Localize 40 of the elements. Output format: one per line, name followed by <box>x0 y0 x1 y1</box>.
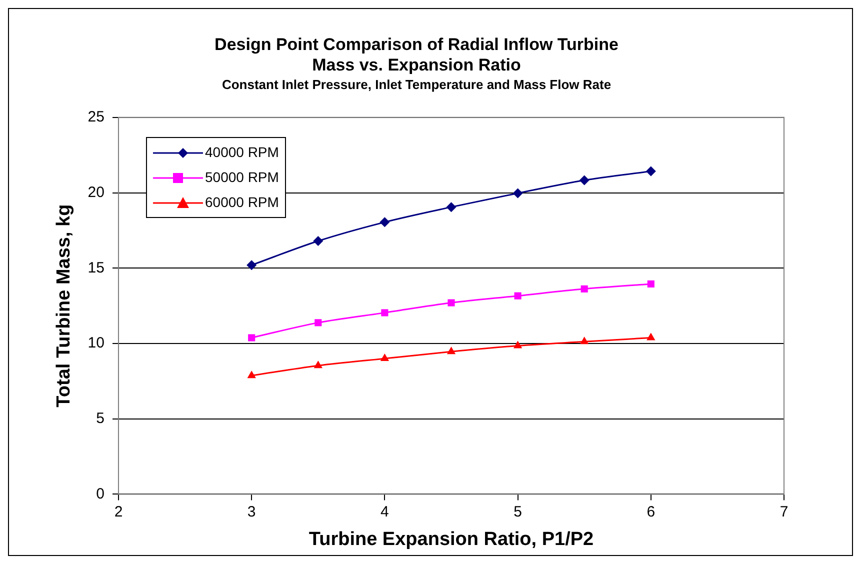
point <box>246 260 257 270</box>
x-axis-title: Turbine Expansion Ratio, P1/P2 <box>308 528 594 550</box>
point <box>513 340 522 348</box>
point <box>380 354 390 362</box>
y-tick-label: 5 <box>96 410 104 427</box>
x-tick-label: 5 <box>514 503 522 520</box>
point <box>381 309 388 316</box>
chart-title: Design Point Comparison of Radial Inflow Turbine Mass vs. Expansion Ratio <box>214 34 618 74</box>
x-tick-label: 2 <box>114 503 123 520</box>
legend-label: 40000 RPM <box>205 143 279 162</box>
x-tick-label: 7 <box>780 503 788 520</box>
point <box>247 370 256 378</box>
y-tick-label: 10 <box>88 334 104 352</box>
point <box>248 334 256 342</box>
point <box>647 280 654 288</box>
point <box>446 202 456 212</box>
x-tick-label: 4 <box>380 503 389 520</box>
y-tick-label: 15 <box>88 259 104 276</box>
y-tick-label: 20 <box>88 184 104 201</box>
point <box>313 236 324 246</box>
point <box>314 360 322 368</box>
legend-label: 60000 RPM <box>205 193 279 212</box>
point <box>646 166 656 176</box>
point <box>446 346 456 354</box>
x-tick-label: 3 <box>247 503 256 520</box>
chart-subtitle: Constant Inlet Pressure, Inlet Temperature and Mass Flow Rate <box>222 77 612 92</box>
y-tick-label: 25 <box>88 108 104 126</box>
point <box>646 332 656 340</box>
point <box>580 336 589 344</box>
point <box>514 292 522 300</box>
point <box>512 188 523 198</box>
y-axis-title: Total Turbine Mass, kg <box>54 204 75 408</box>
point <box>579 175 590 186</box>
point <box>314 319 322 326</box>
y-tick-label: 0 <box>96 485 104 502</box>
point <box>580 285 588 292</box>
legend-label: 50000 RPM <box>205 168 279 187</box>
x-tick-label: 6 <box>646 503 656 520</box>
point <box>380 217 390 228</box>
point <box>448 299 455 306</box>
